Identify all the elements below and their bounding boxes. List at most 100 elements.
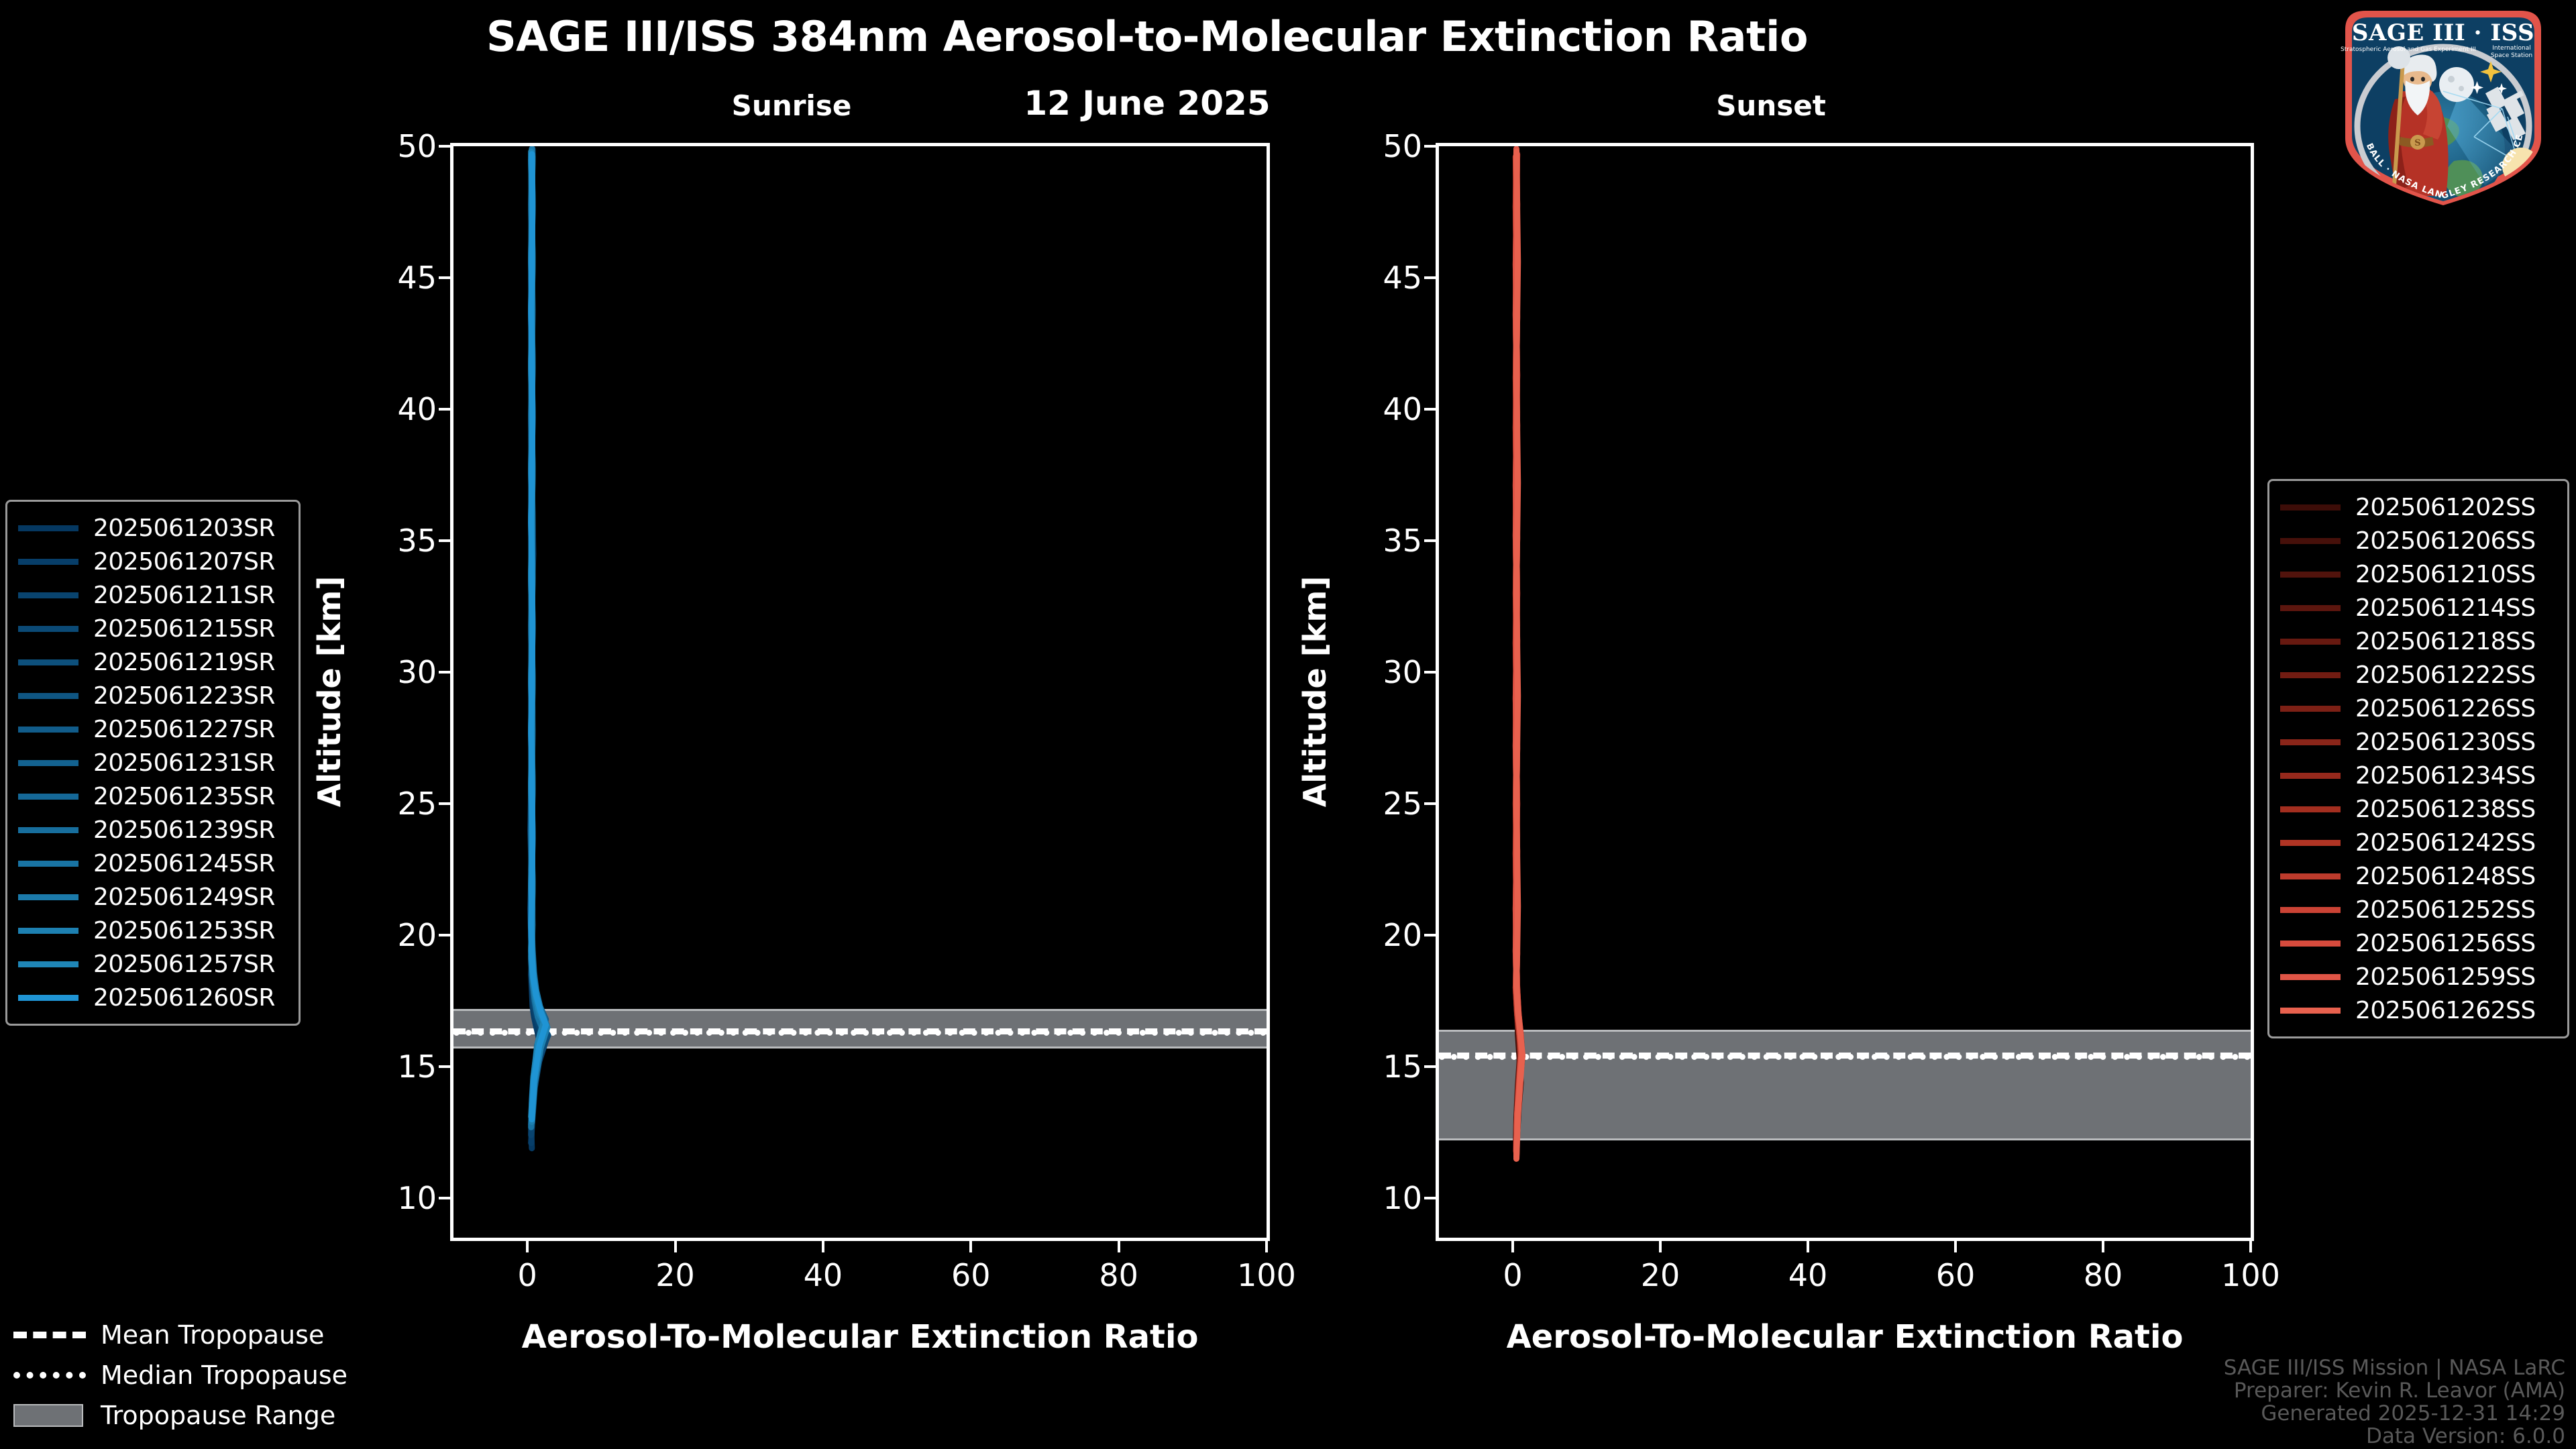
x-axis-tick-label: 20 <box>655 1257 695 1293</box>
legend-item-label: 2025061222SS <box>2355 661 2536 689</box>
svg-text:SAGE III · ISS: SAGE III · ISS <box>2352 19 2534 46</box>
legend-item[interactable]: 2025061231SR <box>18 746 288 780</box>
y-axis-tick-label: 25 <box>1383 786 1422 822</box>
sunrise-plot-area <box>453 146 1267 1238</box>
legend-color-swatch <box>2280 839 2341 846</box>
footer-generated-line: Generated 2025-12-31 14:29 <box>2261 1401 2565 1426</box>
legend-item[interactable]: 2025061259SS <box>2280 960 2557 994</box>
legend-color-swatch <box>18 625 78 632</box>
legend-item[interactable]: 2025061257SR <box>18 947 288 981</box>
legend-item[interactable]: 2025061206SS <box>2280 524 2557 557</box>
sunset-tropopause-range-band <box>1439 1030 2251 1140</box>
legend-item[interactable]: 2025061260SR <box>18 981 288 1014</box>
legend-color-swatch <box>2280 672 2341 678</box>
legend-item[interactable]: 2025061219SR <box>18 645 288 679</box>
sunset-trace-svg <box>1512 146 1525 1162</box>
legend-item[interactable]: 2025061238SS <box>2280 792 2557 826</box>
legend-item[interactable]: 2025061234SS <box>2280 759 2557 792</box>
legend-item[interactable]: 2025061245SR <box>18 847 288 880</box>
x-axis-tick-mark <box>2102 1241 2104 1252</box>
footer-data-version-line: Data Version: 6.0.0 <box>2365 1424 2565 1448</box>
legend-item[interactable]: 2025061223SR <box>18 679 288 712</box>
legend-item-label: 2025061223SR <box>93 682 275 710</box>
legend-color-swatch <box>2280 504 2341 511</box>
legend-item-label: 2025061242SS <box>2355 828 2536 857</box>
legend-item[interactable]: 2025061222SS <box>2280 658 2557 692</box>
x-axis-tick-label: 0 <box>1503 1257 1523 1293</box>
x-axis-tick-label: 0 <box>517 1257 537 1293</box>
legend-item-label: 2025061227SR <box>93 715 275 743</box>
legend-item[interactable]: 2025061207SR <box>18 545 288 578</box>
legend-color-swatch <box>2280 873 2341 879</box>
x-axis-tick-label: 80 <box>1099 1257 1138 1293</box>
y-axis-tick-mark <box>439 145 450 148</box>
legend-item[interactable]: 2025061214SS <box>2280 591 2557 625</box>
x-axis-tick-label: 100 <box>1237 1257 1296 1293</box>
legend-item[interactable]: 2025061215SR <box>18 612 288 645</box>
legend-item[interactable]: 2025061202SS <box>2280 490 2557 524</box>
x-axis-tick-mark <box>1807 1241 1809 1252</box>
legend-item-label: 2025061259SS <box>2355 963 2536 991</box>
y-axis-tick-mark <box>1424 276 1436 280</box>
legend-color-swatch <box>2280 739 2341 745</box>
legend-item-label: 2025061262SS <box>2355 996 2536 1024</box>
legend-item-label: 2025061211SR <box>93 581 275 609</box>
tropopause-key-range-label: Tropopause Range <box>101 1401 336 1430</box>
legend-color-swatch <box>2280 772 2341 779</box>
legend-color-swatch <box>18 726 78 733</box>
legend-item[interactable]: 2025061203SR <box>18 511 288 545</box>
legend-color-swatch <box>18 759 78 766</box>
sunset-y-axis-label: Altitude [km] <box>1297 576 1333 807</box>
legend-item[interactable]: 2025061235SR <box>18 780 288 813</box>
legend-item[interactable]: 2025061211SR <box>18 578 288 612</box>
legend-item[interactable]: 2025061226SS <box>2280 692 2557 725</box>
legend-item[interactable]: 2025061242SS <box>2280 826 2557 859</box>
legend-item[interactable]: 2025061227SR <box>18 712 288 746</box>
sunset-x-axis-label: Aerosol-To-Molecular Extinction Ratio <box>1506 1318 2184 1356</box>
tropopause-key-median-label: Median Tropopause <box>101 1360 347 1390</box>
legend-item-label: 2025061203SR <box>93 514 275 542</box>
sunrise-y-axis-label: Altitude [km] <box>311 576 347 807</box>
legend-item[interactable]: 2025061253SR <box>18 914 288 947</box>
legend-item[interactable]: 2025061249SR <box>18 880 288 914</box>
legend-item-label: 2025061230SS <box>2355 728 2536 756</box>
sunrise-panel-heading: Sunrise <box>731 89 852 122</box>
legend-item[interactable]: 2025061230SS <box>2280 725 2557 759</box>
y-axis-tick-mark <box>439 671 450 674</box>
y-axis-tick-label: 10 <box>397 1180 437 1217</box>
legend-item[interactable]: 2025061239SR <box>18 813 288 847</box>
sunrise-tropopause-range-band <box>453 1008 1267 1049</box>
legend-item[interactable]: 2025061218SS <box>2280 625 2557 658</box>
y-axis-tick-mark <box>1424 1065 1436 1069</box>
sunrise-plot-panel[interactable] <box>450 143 1270 1241</box>
legend-color-swatch <box>2280 1007 2341 1014</box>
x-axis-tick-label: 100 <box>2221 1257 2280 1293</box>
legend-color-swatch <box>2280 705 2341 712</box>
legend-item-label: 2025061245SR <box>93 849 275 877</box>
y-axis-tick-label: 45 <box>1383 260 1422 297</box>
sunrise-event-legend[interactable]: 2025061203SR 2025061207SR 2025061211SR 2025… <box>5 500 301 1026</box>
legend-color-swatch <box>2280 604 2341 611</box>
x-axis-tick-mark <box>821 1241 824 1252</box>
legend-item[interactable]: 2025061210SS <box>2280 557 2557 591</box>
legend-color-swatch <box>18 793 78 800</box>
x-axis-tick-mark <box>1117 1241 1120 1252</box>
y-axis-tick-mark <box>439 1065 450 1069</box>
legend-item[interactable]: 2025061252SS <box>2280 893 2557 926</box>
legend-color-swatch <box>18 994 78 1001</box>
y-axis-tick-label: 30 <box>397 654 437 691</box>
legend-item-label: 2025061215SR <box>93 614 275 643</box>
legend-color-swatch <box>18 826 78 833</box>
sunset-plot-panel[interactable] <box>1436 143 2254 1241</box>
legend-item-label: 2025061218SS <box>2355 627 2536 655</box>
dotted-line-icon <box>13 1372 86 1379</box>
y-axis-tick-label: 45 <box>397 260 437 297</box>
legend-item[interactable]: 2025061262SS <box>2280 994 2557 1027</box>
legend-item[interactable]: 2025061256SS <box>2280 926 2557 960</box>
tropopause-key-mean-row: Mean Tropopause <box>13 1315 389 1355</box>
legend-item[interactable]: 2025061248SS <box>2280 859 2557 893</box>
x-axis-tick-mark <box>2249 1241 2252 1252</box>
y-axis-tick-label: 30 <box>1383 654 1422 691</box>
sunset-event-legend[interactable]: 2025061202SS 2025061206SS 2025061210SS 2025… <box>2267 479 2569 1038</box>
legend-color-swatch <box>2280 571 2341 578</box>
